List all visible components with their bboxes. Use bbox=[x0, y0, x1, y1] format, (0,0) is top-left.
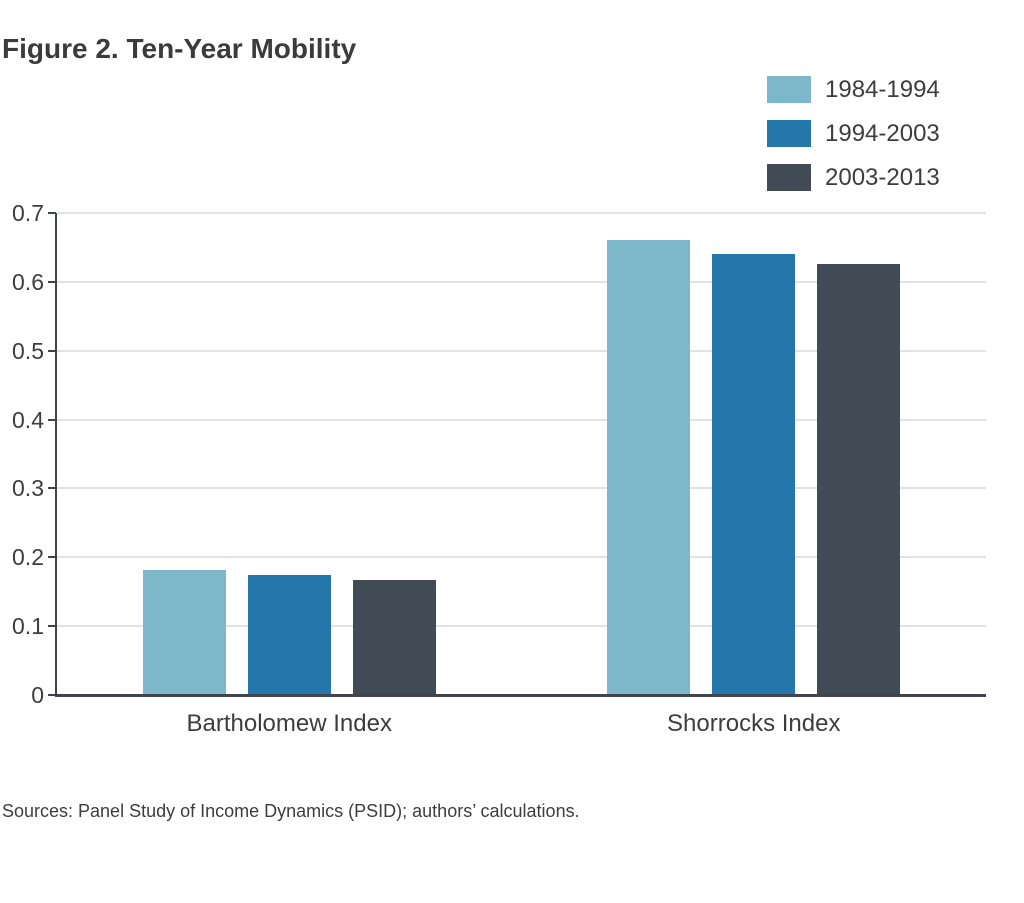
legend-label: 1994-2003 bbox=[825, 119, 940, 147]
bar bbox=[142, 569, 226, 695]
legend-label: 1984-1994 bbox=[825, 75, 940, 103]
bar bbox=[607, 239, 691, 695]
legend-swatch-icon bbox=[767, 164, 811, 191]
chart-legend: 1984-1994 1994-2003 2003-2013 bbox=[767, 76, 940, 208]
legend-item: 2003-2013 bbox=[767, 164, 940, 191]
category-label: Bartholomew Index bbox=[186, 710, 392, 737]
gridline bbox=[57, 625, 986, 628]
y-axis-line bbox=[55, 213, 57, 697]
bar bbox=[352, 580, 436, 695]
bar bbox=[712, 254, 796, 695]
legend-item: 1984-1994 bbox=[767, 76, 940, 103]
y-tick-label: 0.4 bbox=[12, 406, 44, 433]
y-tick-mark bbox=[48, 280, 56, 283]
figure-title: Figure 2. Ten-Year Mobility bbox=[2, 33, 357, 64]
category-label: Shorrocks Index bbox=[667, 710, 841, 737]
legend-swatch-icon bbox=[767, 120, 811, 147]
gridline bbox=[57, 280, 986, 283]
legend-item: 1994-2003 bbox=[767, 120, 940, 147]
y-tick-mark bbox=[48, 349, 56, 352]
x-axis-line bbox=[55, 694, 986, 697]
gridline bbox=[57, 418, 986, 421]
y-tick-mark bbox=[48, 694, 56, 696]
legend-swatch-icon bbox=[767, 76, 811, 103]
y-tick-label: 0.1 bbox=[12, 613, 44, 640]
gridline bbox=[57, 556, 986, 559]
y-tick-mark bbox=[48, 625, 56, 628]
y-tick-label: 0.3 bbox=[12, 475, 44, 502]
y-tick-label: 0.5 bbox=[12, 337, 44, 364]
gridline bbox=[57, 212, 986, 214]
source-note: Sources: Panel Study of Income Dynamics … bbox=[2, 801, 580, 821]
y-tick-mark bbox=[48, 418, 56, 421]
y-tick-label: 0 bbox=[31, 682, 44, 708]
gridline bbox=[57, 487, 986, 490]
legend-label: 2003-2013 bbox=[825, 163, 940, 191]
y-tick-mark bbox=[48, 556, 56, 559]
y-tick-mark bbox=[48, 487, 56, 490]
y-tick-mark bbox=[48, 212, 56, 214]
bar bbox=[247, 575, 331, 695]
y-tick-label: 0.6 bbox=[12, 268, 44, 295]
y-tick-label: 0.2 bbox=[12, 544, 44, 571]
y-tick-label: 0.7 bbox=[12, 200, 44, 226]
gridline bbox=[57, 349, 986, 352]
bar bbox=[817, 263, 901, 695]
